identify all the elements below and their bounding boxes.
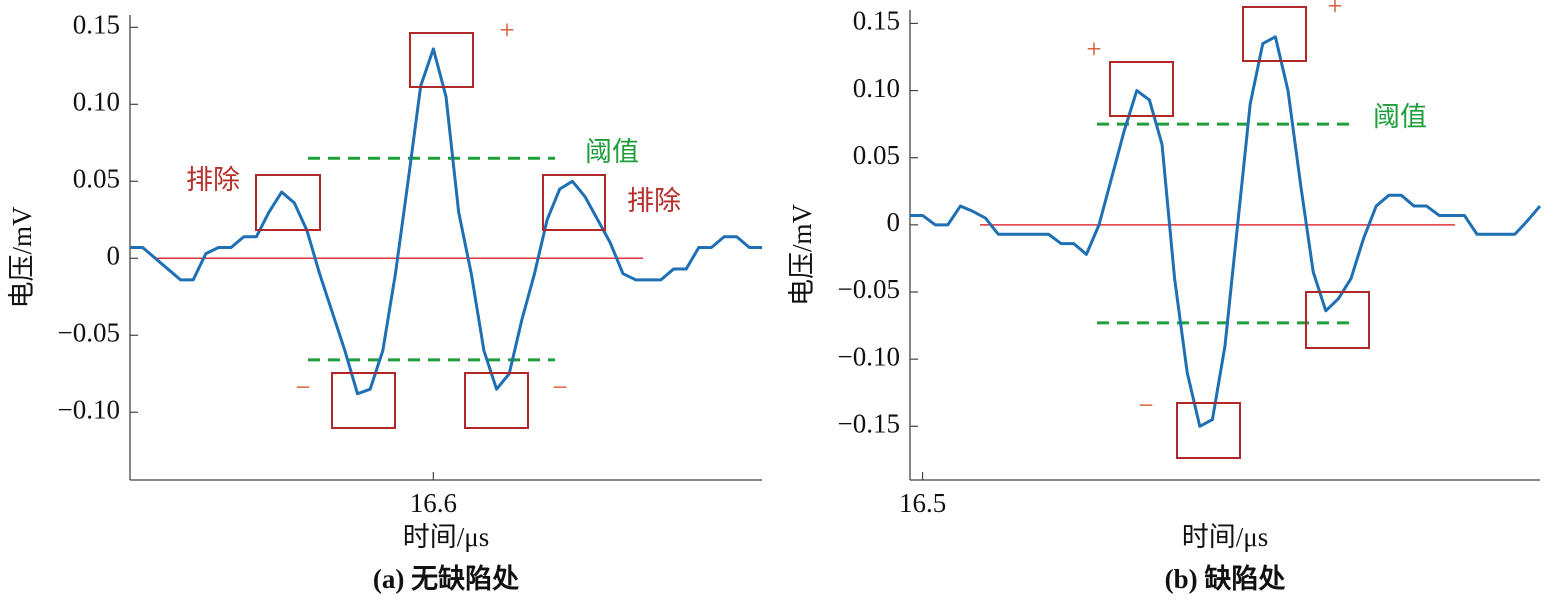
y-tick-label: 0	[887, 207, 901, 237]
highlight-box	[255, 174, 321, 231]
y-tick-label: −0.10	[838, 341, 900, 371]
signal-line	[130, 47, 762, 396]
annotation: 排除	[627, 186, 681, 216]
x-tick-label: 16.5	[899, 488, 946, 518]
annotation: −	[295, 372, 310, 402]
highlight-box	[331, 372, 396, 429]
caption: (a) 无缺陷处	[373, 564, 519, 594]
x-tick-label: 16.6	[410, 488, 457, 518]
y-tick-label: −0.15	[838, 408, 900, 438]
x-axis-label: 时间/μs	[403, 522, 489, 552]
annotation: 阈值	[1373, 102, 1427, 132]
annotation: 阈值	[585, 137, 639, 167]
y-tick-label: 0.15	[853, 6, 900, 36]
caption: (b) 缺陷处	[1165, 564, 1286, 594]
y-tick-label: −0.05	[838, 274, 900, 304]
annotation: −	[552, 372, 567, 402]
annotation: +	[1086, 34, 1101, 64]
y-tick-label: 0.05	[73, 163, 120, 193]
highlight-box	[1305, 291, 1370, 349]
y-tick-label: 0.05	[853, 140, 900, 170]
annotation: −	[1138, 390, 1153, 420]
y-axis-label: 电压/mV	[7, 206, 37, 309]
y-tick-label: 0.10	[853, 73, 900, 103]
highlight-box	[1176, 402, 1241, 459]
highlight-box	[1242, 6, 1307, 62]
annotation: 排除	[186, 165, 240, 195]
annotation: +	[1327, 0, 1342, 21]
highlight-box	[542, 174, 606, 231]
highlight-box	[1109, 61, 1174, 117]
y-tick-label: −0.10	[58, 394, 120, 424]
signal-line	[910, 35, 1542, 428]
y-tick-label: 0	[107, 240, 121, 270]
annotation: +	[499, 15, 514, 45]
y-tick-label: 0.15	[73, 10, 120, 40]
x-axis-label: 时间/μs	[1182, 522, 1268, 552]
y-tick-label: 0.10	[73, 87, 120, 117]
y-axis-label: 电压/mV	[787, 204, 817, 307]
highlight-box	[464, 372, 529, 429]
highlight-box	[409, 32, 474, 88]
y-tick-label: −0.05	[58, 317, 120, 347]
